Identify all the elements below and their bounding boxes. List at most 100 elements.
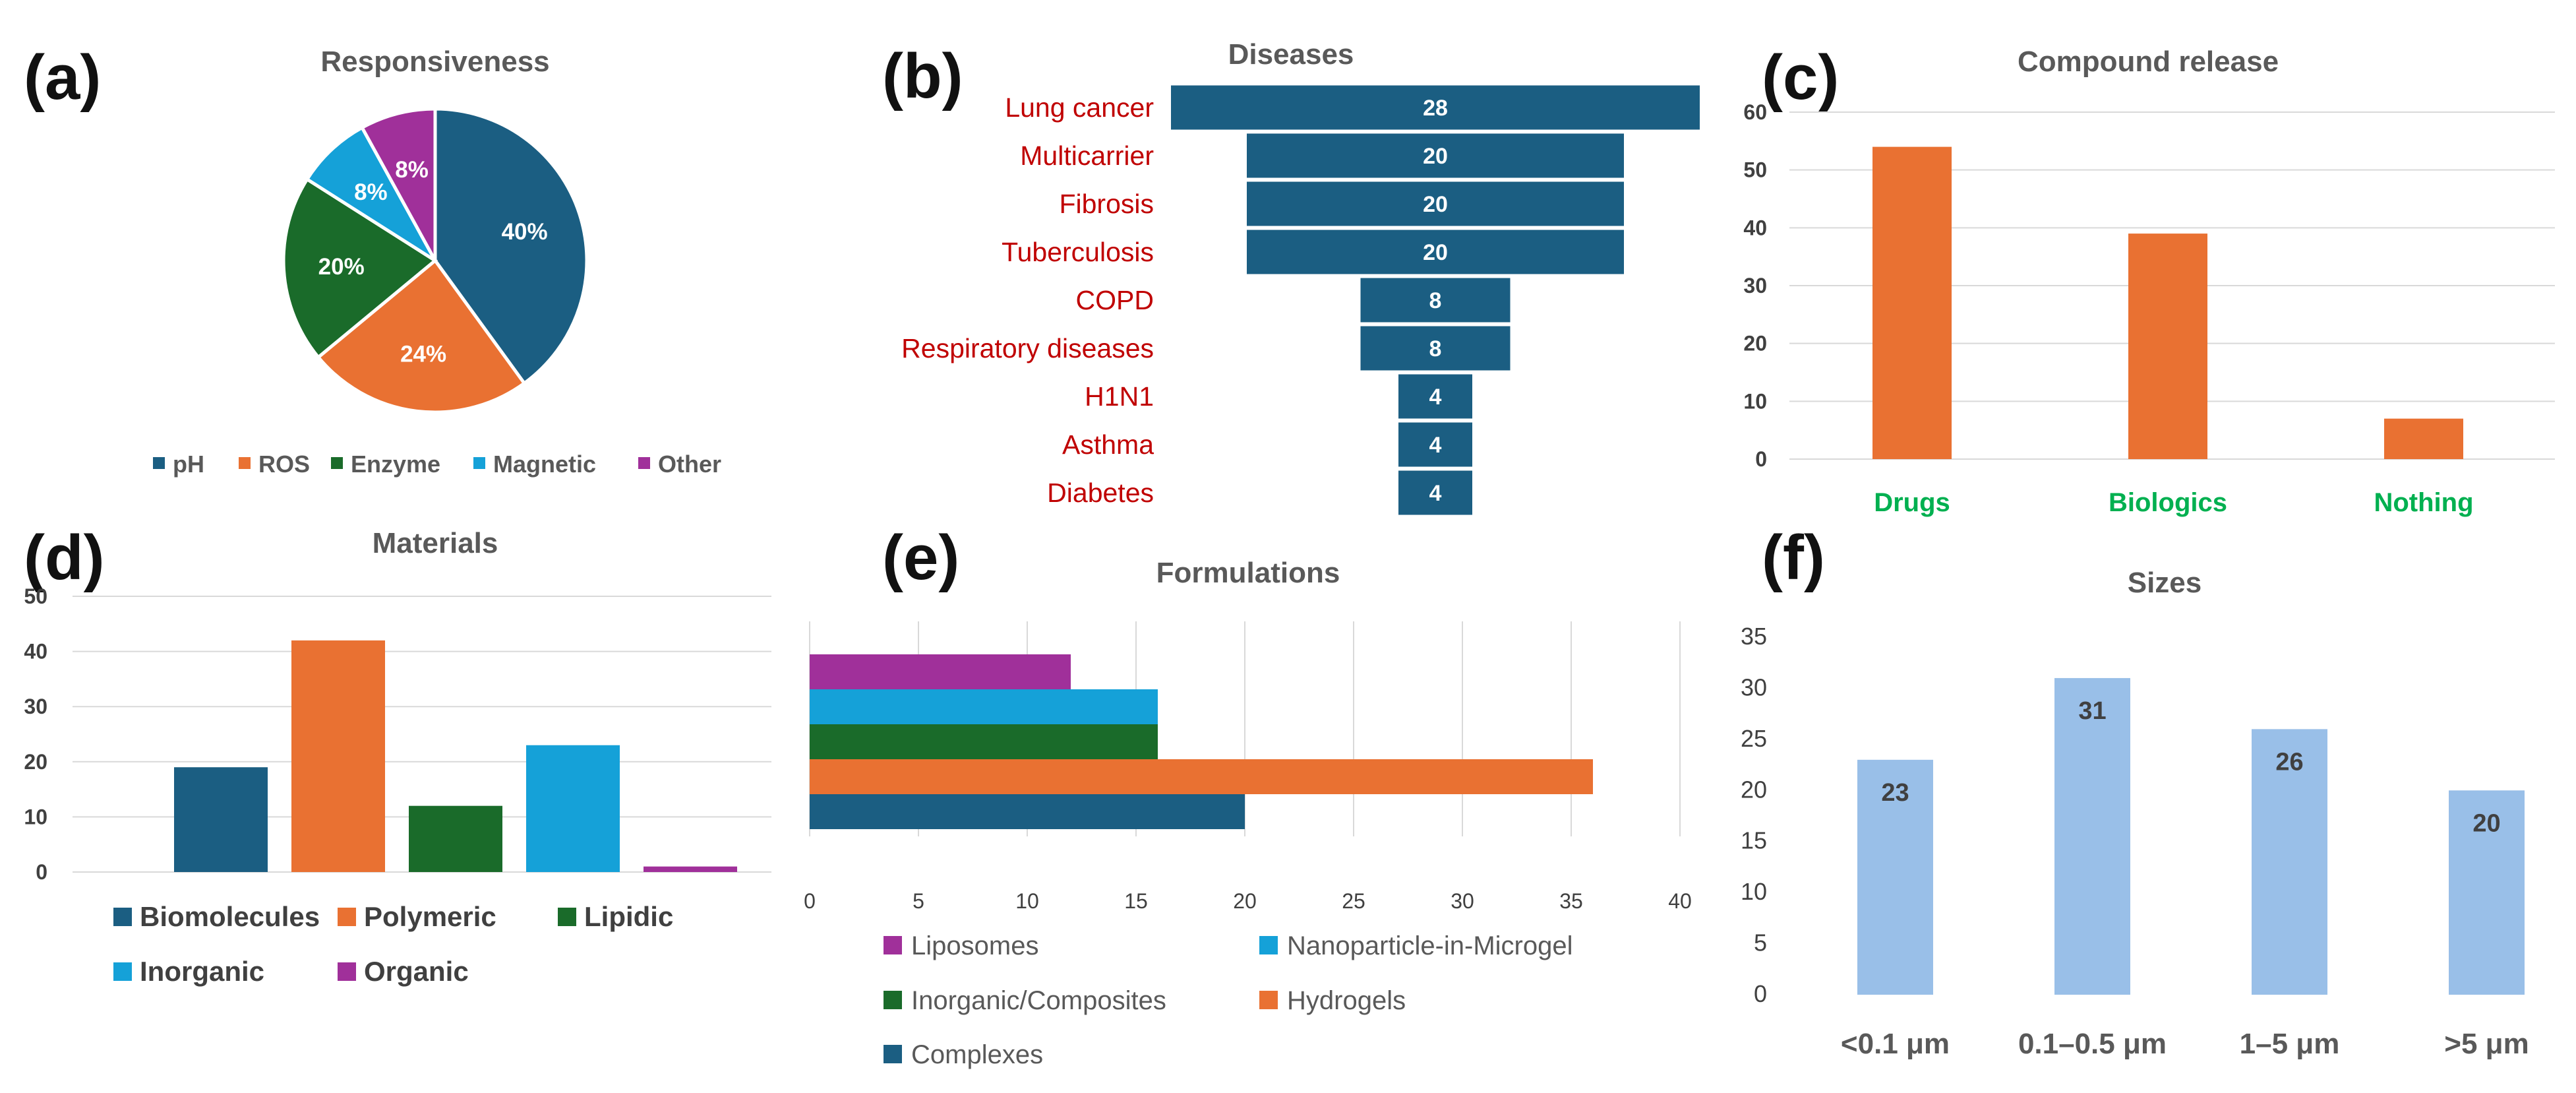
pie-slice-magnetic xyxy=(305,125,437,263)
legend-label-biomolecules: Biomolecules xyxy=(140,901,320,932)
y-tick-10: 10 xyxy=(24,805,47,828)
pie-title: Responsiveness xyxy=(320,46,549,78)
funnel-category-diabetes: Diabetes xyxy=(1047,478,1154,508)
funnel-bar-lung-cancer xyxy=(1169,83,1702,132)
category-label-5-m: >5 μm xyxy=(2444,1028,2529,1060)
pie-slice-ph xyxy=(433,107,589,386)
funnel-bar-diabetes xyxy=(1396,468,1474,517)
panel-label-e: (e) xyxy=(882,522,959,593)
panel-f-sizes-bar: Sizes 0 5 10 15 20 25 30 35 23 <0.1 μm 31 0.1–0.5 μ… xyxy=(1741,567,2529,1060)
y-tick-50: 50 xyxy=(1743,158,1767,182)
panel-label-d: (d) xyxy=(24,522,105,593)
panel-label-c: (c) xyxy=(1762,42,1839,113)
legend-swatch-lipidic xyxy=(558,908,576,926)
funnel-bar-h1n1 xyxy=(1396,372,1474,421)
y-tick-30: 30 xyxy=(24,695,47,718)
y-tick-20: 20 xyxy=(24,750,47,774)
y-tick-15: 15 xyxy=(1741,827,1767,854)
bar-1-5-m xyxy=(2252,729,2327,995)
y-tick-30: 30 xyxy=(1741,673,1767,701)
funnel-title: Diseases xyxy=(1228,38,1354,71)
funnel-value-multicarrier: 20 xyxy=(1423,144,1448,169)
legend-swatch-biomolecules xyxy=(113,908,132,926)
legend-label-hydrogels: Hydrogels xyxy=(1287,986,1406,1015)
x-tick-40: 40 xyxy=(1668,889,1692,913)
funnel-value-copd: 8 xyxy=(1429,288,1442,313)
pie-label-other: 8% xyxy=(395,157,429,183)
category-label-drugs: Drugs xyxy=(1874,488,1950,517)
pie-label-magnetic: 8% xyxy=(354,179,388,205)
y-tick-20: 20 xyxy=(1741,776,1767,803)
y-tick-60: 60 xyxy=(1743,100,1767,124)
funnel-category-multicarrier: Multicarrier xyxy=(1020,141,1154,171)
legend-swatch-nanoparticle-in-microgel xyxy=(1259,936,1278,954)
legend-swatch-ros xyxy=(239,457,251,469)
y-tick-10: 10 xyxy=(1743,389,1767,413)
y-tick-10: 10 xyxy=(1741,878,1767,905)
x-tick-15: 15 xyxy=(1124,889,1148,913)
category-label-biologics: Biologics xyxy=(2109,488,2227,517)
funnel-value-h1n1: 4 xyxy=(1429,385,1442,410)
category-label-0-1-m: <0.1 μm xyxy=(1841,1028,1950,1060)
legend-swatch-complexes xyxy=(884,1045,902,1063)
y-tick-25: 25 xyxy=(1741,725,1767,752)
hbar-nanoparticle-in-microgel xyxy=(810,689,1158,724)
funnel-value-tuberculosis: 20 xyxy=(1423,240,1448,265)
panel-c-compound-release-bar: Compound release 0 10 20 30 40 50 60 Drugs Biolo… xyxy=(1743,46,2555,517)
funnel-value-lung-cancer: 28 xyxy=(1423,96,1448,121)
bar-0-1-m xyxy=(1857,759,1933,995)
category-label-nothing: Nothing xyxy=(2374,488,2473,517)
legend-label-organic: Organic xyxy=(364,956,469,987)
bar-value-1-5-m: 26 xyxy=(2275,748,2303,776)
funnel-value-respiratory-diseases: 8 xyxy=(1429,336,1442,361)
bar-value-0-1-0-5-m: 31 xyxy=(2078,697,2106,725)
legend-label-ros: ROS xyxy=(258,451,310,478)
legend-swatch-polymeric xyxy=(338,908,356,926)
pie-label-ros: 24% xyxy=(400,341,446,367)
y-tick-50: 50 xyxy=(24,584,47,608)
hbar-complexes xyxy=(810,794,1245,829)
legend-swatch-organic xyxy=(338,962,356,981)
legend-label-inorganic: Inorganic xyxy=(140,956,264,987)
y-tick-35: 35 xyxy=(1741,623,1767,650)
bar-value-0-1-m: 23 xyxy=(1881,779,1909,807)
pie-slice-other xyxy=(359,107,437,262)
funnel-category-fibrosis: Fibrosis xyxy=(1059,189,1154,219)
legend-label-other: Other xyxy=(658,451,721,478)
y-tick-0: 0 xyxy=(36,860,47,884)
y-tick-0: 0 xyxy=(1755,447,1767,471)
panel-label-b: (b) xyxy=(882,41,963,111)
x-tick-10: 10 xyxy=(1015,889,1039,913)
y-tick-30: 30 xyxy=(1743,274,1767,297)
panel-label-f: (f) xyxy=(1762,522,1825,593)
formulations-title: Formulations xyxy=(1156,557,1340,589)
bar-nothing xyxy=(2384,418,2463,459)
x-tick-25: 25 xyxy=(1342,889,1365,913)
legend-swatch-inorganic xyxy=(113,962,132,981)
funnel-category-h1n1: H1N1 xyxy=(1085,381,1154,412)
pie-slice-ros xyxy=(316,258,527,414)
x-tick-35: 35 xyxy=(1559,889,1583,913)
legend-label-lipidic: Lipidic xyxy=(584,901,673,932)
legend-swatch-magnetic xyxy=(473,457,485,469)
sizes-title: Sizes xyxy=(2128,567,2202,599)
funnel-bar-copd xyxy=(1358,276,1513,325)
legend-label-complexes: Complexes xyxy=(911,1040,1043,1069)
legend-swatch-other xyxy=(638,457,650,469)
funnel-category-copd: COPD xyxy=(1076,285,1154,315)
bar-polymeric xyxy=(291,640,385,872)
pie-label-ph: 40% xyxy=(502,219,548,245)
legend-swatch-liposomes xyxy=(884,936,902,954)
bar-inorganic xyxy=(526,745,620,872)
x-tick-0: 0 xyxy=(804,889,816,913)
legend-swatch-enzyme xyxy=(331,457,343,469)
pie-slice-enzyme xyxy=(282,177,438,360)
y-tick-20: 20 xyxy=(1743,332,1767,356)
release-title: Compound release xyxy=(2018,46,2279,78)
funnel-value-diabetes: 4 xyxy=(1429,481,1442,506)
hbar-hydrogels xyxy=(810,759,1593,794)
legend-swatch-inorganic-composites xyxy=(884,991,902,1009)
x-tick-30: 30 xyxy=(1451,889,1474,913)
legend-label-magnetic: Magnetic xyxy=(493,451,596,478)
bar-0-1-0-5-m xyxy=(2054,677,2130,995)
